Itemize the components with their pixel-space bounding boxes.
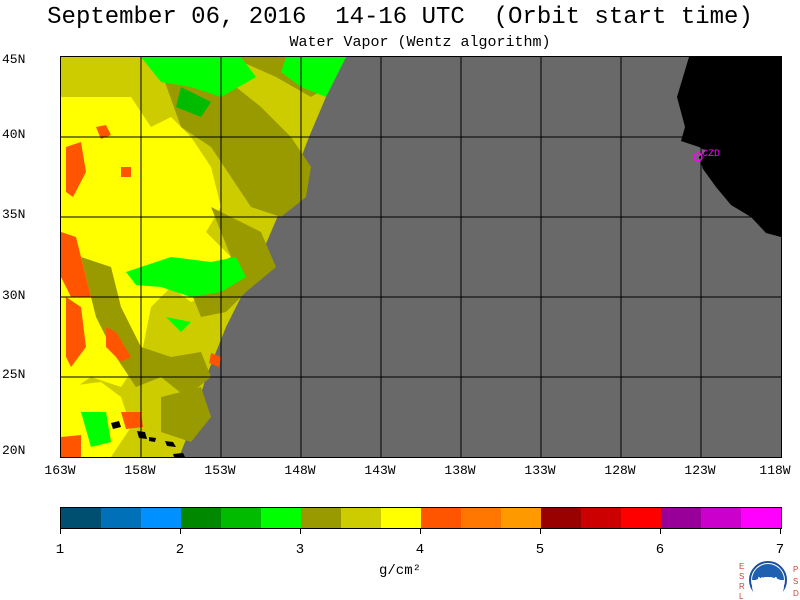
chart-title: September 06, 2016 14-16 UTC (Orbit star… xyxy=(47,4,753,31)
noaa-text: NOAA xyxy=(758,577,779,584)
color-bar-tick-label: 5 xyxy=(535,542,545,558)
color-bar-tick xyxy=(660,528,661,534)
lon-label: 128W xyxy=(604,463,636,478)
color-swatch xyxy=(101,508,141,528)
color-swatch xyxy=(701,508,741,528)
color-swatch xyxy=(181,508,221,528)
lon-label: 153W xyxy=(204,463,236,478)
water-vapor-map: CZD xyxy=(60,56,782,458)
logo-letter: L xyxy=(739,592,744,600)
color-swatch xyxy=(621,508,661,528)
color-swatch xyxy=(381,508,421,528)
noaa-esrl-logo: E S R L NOAA P S D xyxy=(739,561,799,600)
color-swatch xyxy=(461,508,501,528)
color-bar-tick xyxy=(180,528,181,534)
color-bar-tick-label: 6 xyxy=(655,542,665,558)
color-bar xyxy=(60,507,782,529)
lat-label: 25N xyxy=(2,367,26,382)
color-bar-tick xyxy=(420,528,421,534)
color-bar-tick xyxy=(540,528,541,534)
california-land xyxy=(677,57,781,237)
color-swatch xyxy=(341,508,381,528)
lon-label: 158W xyxy=(124,463,156,478)
logo-letter: R xyxy=(739,582,745,591)
color-swatch xyxy=(541,508,581,528)
color-swatch xyxy=(301,508,341,528)
logo-letter: E xyxy=(739,562,744,571)
logo-letter: S xyxy=(793,577,798,586)
chart-subtitle: Water Vapor (Wentz algorithm) xyxy=(289,34,551,51)
lon-label: 123W xyxy=(684,463,716,478)
lat-label: 40N xyxy=(2,127,26,142)
color-swatch xyxy=(61,508,101,528)
color-swatch xyxy=(661,508,701,528)
lat-label: 45N xyxy=(2,52,26,67)
color-bar-tick-label: 7 xyxy=(775,542,785,558)
color-swatch xyxy=(141,508,181,528)
lat-label: 35N xyxy=(2,207,26,222)
lon-label: 133W xyxy=(524,463,556,478)
color-bar-tick-label: 1 xyxy=(55,542,65,558)
color-swatch xyxy=(581,508,621,528)
station-label: CZD xyxy=(702,149,720,160)
lon-label: 143W xyxy=(364,463,396,478)
logo-letter: S xyxy=(739,572,744,581)
color-bar-tick xyxy=(300,528,301,534)
station-marker-czd: CZD xyxy=(693,149,720,162)
map-canvas: CZD xyxy=(61,57,781,457)
color-bar-tick xyxy=(780,528,781,534)
color-bar-tick-label: 3 xyxy=(295,542,305,558)
color-bar-tick-label: 2 xyxy=(175,542,185,558)
logo-letter: D xyxy=(793,589,799,598)
lon-label: 148W xyxy=(284,463,316,478)
color-swatch xyxy=(501,508,541,528)
hawaiian-islands xyxy=(111,421,185,457)
station-circle xyxy=(693,152,703,162)
graticule xyxy=(61,57,781,457)
lon-label: 138W xyxy=(444,463,476,478)
lat-label: 30N xyxy=(2,288,26,303)
satellite-swath xyxy=(61,57,346,457)
color-swatch xyxy=(741,508,781,528)
lat-label: 20N xyxy=(2,443,26,458)
units-label: g/cm² xyxy=(378,563,421,579)
color-swatch xyxy=(421,508,461,528)
lon-label: 163W xyxy=(44,463,76,478)
logo-letter: P xyxy=(793,565,798,574)
color-swatch xyxy=(221,508,261,528)
lon-label: 118W xyxy=(759,463,791,478)
color-bar-tick-label: 4 xyxy=(415,542,425,558)
color-swatch xyxy=(261,508,301,528)
color-bar-tick xyxy=(60,528,61,534)
